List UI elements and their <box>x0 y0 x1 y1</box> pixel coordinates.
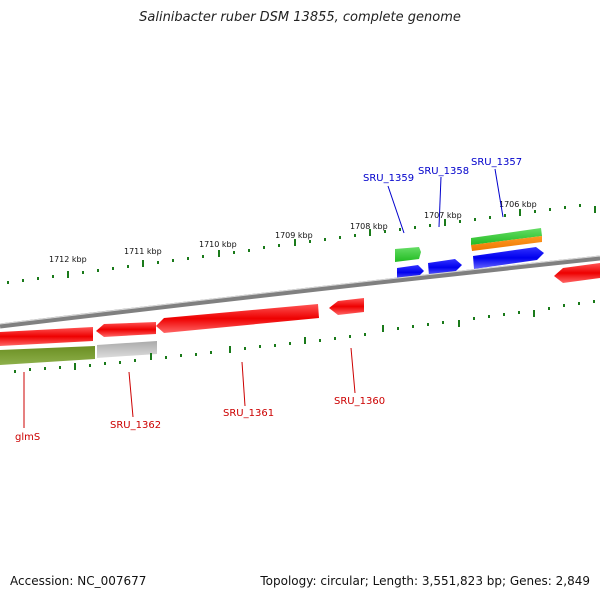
tick-label-1711: 1711 kbp <box>124 247 162 256</box>
tick-label-1710: 1710 kbp <box>199 240 237 249</box>
leader-lines <box>23 168 504 428</box>
gene-label-SRU_1358[interactable]: SRU_1358 <box>418 166 469 177</box>
tick-label-1708: 1708 kbp <box>350 222 388 231</box>
tick-label-1712: 1712 kbp <box>49 255 87 264</box>
gene-label-SRU_1359[interactable]: SRU_1359 <box>363 173 414 184</box>
cds-feature-glmS[interactable] <box>0 327 93 346</box>
tick-1706 <box>519 209 521 216</box>
gene-feature-SRU_1357-green[interactable] <box>471 228 542 245</box>
gene-label-SRU_1357[interactable]: SRU_1357 <box>471 157 522 168</box>
tick-1707 <box>444 219 446 226</box>
leader-SRU_1362 <box>128 371 134 418</box>
tick-1711 <box>142 260 144 267</box>
leader-SRU_1357 <box>494 168 504 218</box>
genome-title: Salinibacter ruber DSM 13855, complete g… <box>139 10 461 25</box>
tick-label-1706: 1706 kbp <box>499 200 537 209</box>
cds-feature-right-edge[interactable] <box>554 263 600 283</box>
gene-label-SRU_1361[interactable]: SRU_1361 <box>223 408 274 419</box>
cds-feature-SRU_1361[interactable] <box>156 304 319 333</box>
tick-1708 <box>369 229 371 236</box>
gene-label-SRU_1360[interactable]: SRU_1360 <box>334 396 385 407</box>
leader-SRU_1358 <box>438 176 442 228</box>
genome-stats-text: Topology: circular; Length: 3,551,823 bp… <box>260 574 590 588</box>
inner-scale <box>14 300 595 373</box>
tick-1712 <box>67 271 69 278</box>
gene-label-glmS[interactable]: glmS <box>15 432 40 443</box>
leader-SRU_1361 <box>241 361 246 407</box>
tick-1710 <box>218 250 220 257</box>
tick-label-1707: 1707 kbp <box>424 211 462 220</box>
cds-feature-SRU_1357[interactable] <box>473 247 544 269</box>
gene-feature-olive[interactable] <box>0 346 95 365</box>
gene-label-SRU_1362[interactable]: SRU_1362 <box>110 420 161 431</box>
gene-feature-gray[interactable] <box>97 341 157 358</box>
gene-feature-SRU_1359-green[interactable] <box>395 247 421 262</box>
cds-feature-SRU_1362[interactable] <box>96 322 156 337</box>
gene-feature-SRU_1357-orange[interactable] <box>471 236 542 251</box>
accession-text: Accession: NC_007677 <box>10 574 147 588</box>
leader-SRU_1360 <box>350 347 356 394</box>
minus-strand-features <box>0 263 600 365</box>
outer-scale <box>7 204 596 284</box>
tick-1709 <box>294 239 296 246</box>
leader-SRU_1359 <box>387 185 405 234</box>
genome-backbone <box>0 255 600 329</box>
cds-feature-SRU_1360[interactable] <box>329 298 364 315</box>
tick-label-1709: 1709 kbp <box>275 231 313 240</box>
